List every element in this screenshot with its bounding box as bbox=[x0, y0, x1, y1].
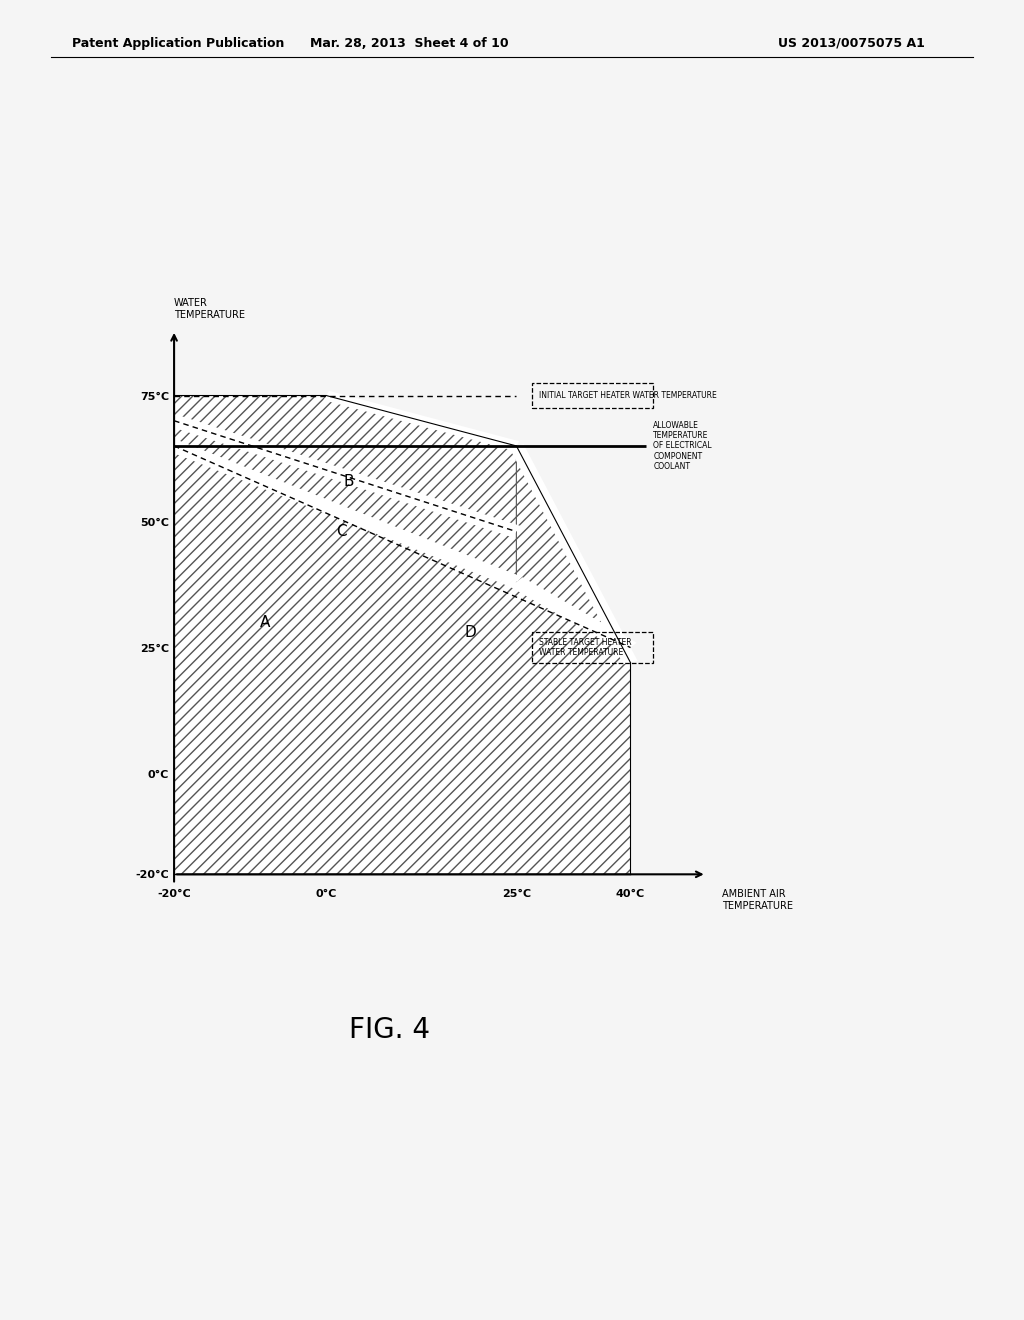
Text: US 2013/0075075 A1: US 2013/0075075 A1 bbox=[778, 37, 925, 50]
Text: Mar. 28, 2013  Sheet 4 of 10: Mar. 28, 2013 Sheet 4 of 10 bbox=[310, 37, 509, 50]
Text: Patent Application Publication: Patent Application Publication bbox=[72, 37, 284, 50]
Text: ALLOWABLE
TEMPERATURE
OF ELECTRICAL
COMPONENT
COOLANT: ALLOWABLE TEMPERATURE OF ELECTRICAL COMP… bbox=[653, 421, 712, 471]
Text: FIG. 4: FIG. 4 bbox=[348, 1015, 430, 1044]
Text: WATER
TEMPERATURE: WATER TEMPERATURE bbox=[174, 298, 245, 319]
Polygon shape bbox=[509, 445, 638, 664]
Text: AMBIENT AIR
TEMPERATURE: AMBIENT AIR TEMPERATURE bbox=[722, 890, 793, 911]
Polygon shape bbox=[170, 414, 520, 537]
Text: A: A bbox=[260, 615, 270, 630]
Polygon shape bbox=[169, 441, 521, 587]
Text: C: C bbox=[336, 524, 347, 539]
Text: INITIAL TARGET HEATER WATER TEMPERATURE: INITIAL TARGET HEATER WATER TEMPERATURE bbox=[540, 391, 717, 400]
Text: D: D bbox=[465, 624, 476, 640]
Polygon shape bbox=[510, 577, 637, 652]
Text: STABLE TARGET HEATER
WATER TEMPERATURE: STABLE TARGET HEATER WATER TEMPERATURE bbox=[540, 638, 632, 657]
Polygon shape bbox=[324, 391, 519, 450]
Text: B: B bbox=[344, 474, 354, 488]
